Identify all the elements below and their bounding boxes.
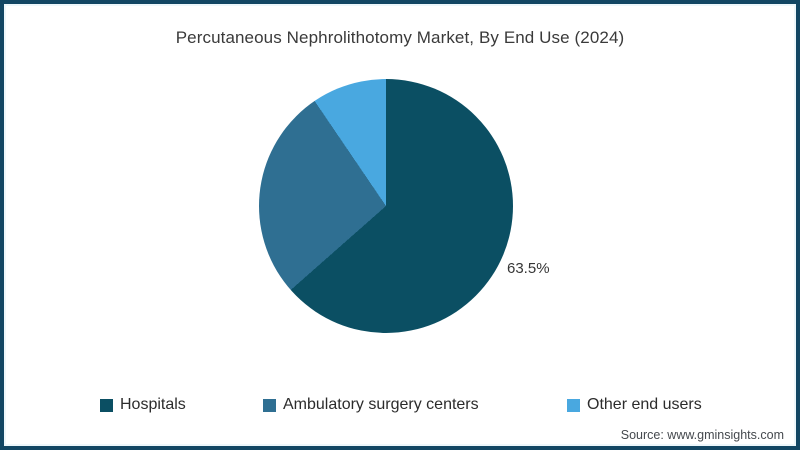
legend-item-hospitals: Hospitals: [100, 396, 186, 414]
legend-swatch-ambulatory-surgery-centers: [263, 398, 276, 412]
legend-label-ambulatory-surgery-centers: Ambulatory surgery centers: [283, 396, 479, 413]
legend-label-hospitals: Hospitals: [120, 396, 186, 413]
legend-swatch-other-end-users: [567, 398, 580, 412]
chart-title: Percutaneous Nephrolithotomy Market, By …: [175, 28, 625, 47]
legend-swatch-hospitals: [100, 398, 113, 412]
source-attribution: Source: www.gminsights.com: [620, 428, 784, 442]
legend-item-other-end-users: Other end users: [567, 396, 702, 414]
pie-chart: [259, 79, 513, 333]
legend-item-ambulatory-surgery-centers: Ambulatory surgery centers: [263, 396, 479, 414]
legend-label-other-end-users: Other end users: [587, 396, 702, 413]
pie-slice-data-label: 63.5%: [507, 260, 550, 277]
